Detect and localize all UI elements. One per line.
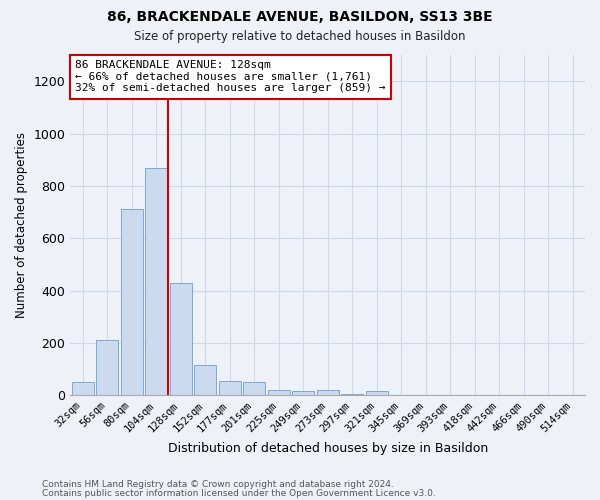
Text: Size of property relative to detached houses in Basildon: Size of property relative to detached ho… <box>134 30 466 43</box>
Text: Contains public sector information licensed under the Open Government Licence v3: Contains public sector information licen… <box>42 488 436 498</box>
Bar <box>71 382 94 395</box>
Bar <box>121 210 143 395</box>
X-axis label: Distribution of detached houses by size in Basildon: Distribution of detached houses by size … <box>167 442 488 455</box>
Bar <box>96 340 118 395</box>
Bar <box>243 382 265 395</box>
Bar <box>365 392 388 395</box>
Bar <box>194 365 216 395</box>
Bar <box>218 381 241 395</box>
Text: Contains HM Land Registry data © Crown copyright and database right 2024.: Contains HM Land Registry data © Crown c… <box>42 480 394 489</box>
Text: 86, BRACKENDALE AVENUE, BASILDON, SS13 3BE: 86, BRACKENDALE AVENUE, BASILDON, SS13 3… <box>107 10 493 24</box>
Bar <box>268 390 290 395</box>
Bar <box>145 168 167 395</box>
Bar <box>170 282 191 395</box>
Bar <box>341 394 363 395</box>
Text: 86 BRACKENDALE AVENUE: 128sqm
← 66% of detached houses are smaller (1,761)
32% o: 86 BRACKENDALE AVENUE: 128sqm ← 66% of d… <box>76 60 386 94</box>
Y-axis label: Number of detached properties: Number of detached properties <box>15 132 28 318</box>
Bar <box>292 392 314 395</box>
Bar <box>317 390 338 395</box>
